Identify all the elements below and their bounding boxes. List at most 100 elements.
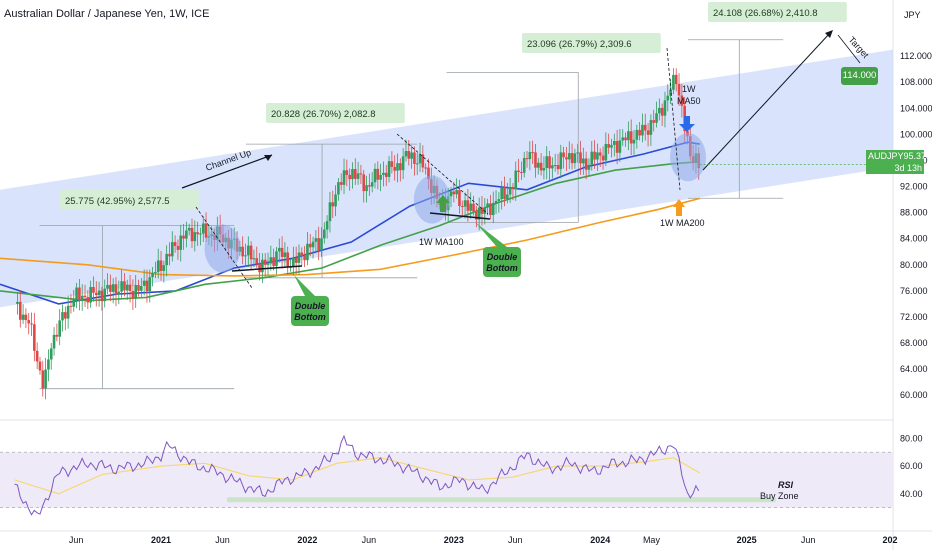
pattern-highlight xyxy=(204,224,241,273)
candle-body xyxy=(137,285,140,291)
candle-body xyxy=(576,152,579,154)
candle-body xyxy=(173,242,177,247)
candle-body xyxy=(325,221,329,230)
candle-body xyxy=(494,201,498,203)
candle-body xyxy=(27,320,31,324)
price-tick: 100.000 xyxy=(900,129,932,139)
candle-body xyxy=(379,175,382,180)
candle-body xyxy=(401,156,405,171)
candle-body xyxy=(610,144,613,148)
candle-body xyxy=(100,290,104,302)
time-label: 2025 xyxy=(737,535,757,545)
candle-body xyxy=(365,185,368,192)
candle-body xyxy=(362,174,366,192)
ma50-arrow xyxy=(679,116,695,132)
time-label: Jun xyxy=(362,535,377,545)
double-bottom-callout-box xyxy=(483,247,521,277)
time-label: Jun xyxy=(801,535,816,545)
double-bottom-callout-text: Bottom xyxy=(294,312,326,322)
candle-body xyxy=(517,170,520,173)
candle-body xyxy=(255,258,259,264)
candle-body xyxy=(480,207,484,214)
candle-body xyxy=(339,182,343,185)
price-tag-countdown: 3d 13h xyxy=(894,163,922,173)
candle-body xyxy=(151,272,154,278)
candle-body xyxy=(283,252,287,257)
candle-body xyxy=(427,167,430,180)
price-tick: 80.000 xyxy=(900,260,928,270)
candle-body xyxy=(58,320,61,337)
pattern-highlight xyxy=(670,133,707,182)
candle-body xyxy=(410,152,413,159)
candle-body xyxy=(384,172,388,177)
currency-label: JPY xyxy=(904,10,921,20)
rsi-line xyxy=(14,434,700,516)
candle-body xyxy=(407,151,411,159)
candle-body xyxy=(16,301,19,304)
candle-body xyxy=(413,152,416,164)
candle-body xyxy=(376,168,380,180)
candle-body xyxy=(472,203,475,212)
candle-body xyxy=(83,295,87,298)
candle-body xyxy=(109,284,112,292)
candle-body xyxy=(97,290,101,296)
candle-body xyxy=(351,169,354,180)
time-label: 2022 xyxy=(297,535,317,545)
ma200-arrow xyxy=(673,199,685,216)
candle-body xyxy=(477,207,481,220)
candle-body xyxy=(584,158,588,170)
candle-body xyxy=(466,200,470,211)
chart-title: Australian Dollar / Japanese Yen, 1W, IC… xyxy=(4,8,210,20)
candle-body xyxy=(522,158,526,173)
candle-body xyxy=(621,137,625,141)
candle-body xyxy=(111,284,115,292)
candle-body xyxy=(545,156,549,169)
ma100-label: 1W MA100 xyxy=(419,237,464,247)
candle-body xyxy=(277,247,281,252)
candle-body xyxy=(286,252,290,268)
price-tick: 76.000 xyxy=(900,286,928,296)
candle-body xyxy=(204,223,208,238)
candle-body xyxy=(525,158,529,160)
projection-arrowhead xyxy=(825,30,833,38)
candle-body xyxy=(306,243,309,261)
ma200-label: 1W MA200 xyxy=(660,218,705,228)
price-tick: 60.000 xyxy=(900,390,928,400)
candle-body xyxy=(272,257,275,267)
candle-body xyxy=(559,152,563,170)
candle-body xyxy=(542,168,546,171)
candle-body xyxy=(261,259,264,273)
time-label: 2021 xyxy=(151,535,171,545)
candle-body xyxy=(567,153,571,160)
candle-body xyxy=(475,211,478,220)
ma50-label-2: MA50 xyxy=(677,96,701,106)
candle-body xyxy=(669,89,672,96)
price-tick: 64.000 xyxy=(900,364,928,374)
time-label: Jun xyxy=(215,535,230,545)
candle-body xyxy=(508,186,512,195)
double-bottom-callout-pointer xyxy=(475,222,507,247)
candle-body xyxy=(311,241,315,248)
candle-body xyxy=(460,206,464,208)
candle-body xyxy=(103,288,107,302)
trend-dashed-line xyxy=(195,206,253,289)
candle-body xyxy=(24,314,28,321)
candle-body xyxy=(539,162,543,171)
candle-body xyxy=(80,295,84,300)
candle-body xyxy=(396,163,399,171)
candle-body xyxy=(646,130,650,135)
ma100-arrow xyxy=(436,195,450,212)
candle-body xyxy=(252,258,256,260)
candle-body xyxy=(292,257,295,267)
ma50-label-1: 1W xyxy=(682,84,696,94)
candle-body xyxy=(72,299,76,307)
candle-body xyxy=(359,173,363,175)
rsi-label: RSI xyxy=(778,480,794,490)
candle-body xyxy=(49,348,53,360)
price-tick: 92.000 xyxy=(900,182,928,192)
candle-body xyxy=(162,265,166,271)
candle-body xyxy=(536,162,540,168)
channel-up-band xyxy=(0,49,893,308)
